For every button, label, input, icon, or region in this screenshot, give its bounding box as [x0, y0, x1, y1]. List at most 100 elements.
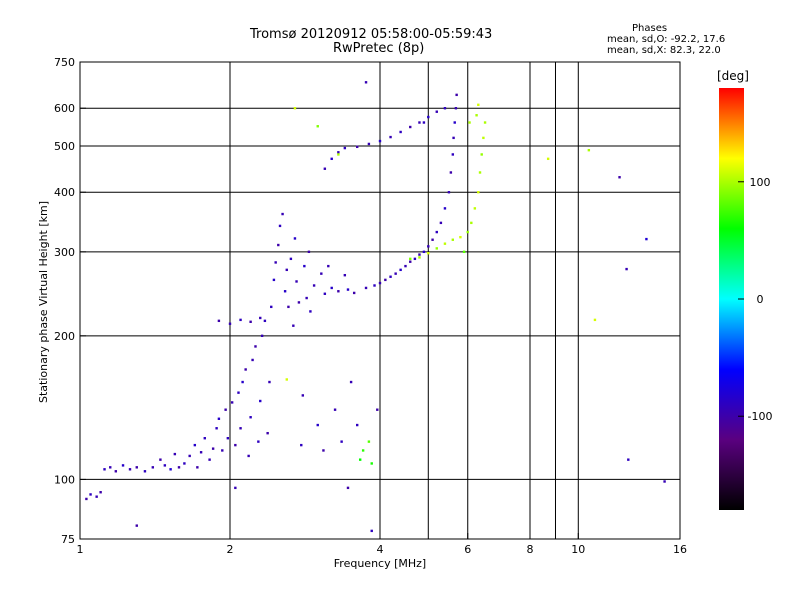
data-point	[480, 153, 483, 156]
data-point	[251, 358, 254, 362]
y-tick-label: 100	[54, 473, 75, 486]
data-point	[367, 440, 371, 443]
data-point	[404, 264, 407, 268]
data-point	[330, 286, 333, 290]
data-point	[413, 257, 417, 261]
data-point	[477, 103, 480, 107]
data-point	[221, 449, 224, 452]
data-point	[99, 491, 102, 494]
data-point	[323, 292, 327, 295]
data-point	[364, 81, 368, 84]
data-point	[301, 394, 305, 397]
data-point	[389, 275, 392, 278]
data-point	[645, 237, 648, 241]
data-point	[103, 468, 106, 471]
data-point	[346, 486, 350, 490]
x-axis-label: Frequency [MHz]	[334, 557, 426, 570]
data-point	[259, 399, 262, 403]
y-axis-label: Stationary phase Virtual Height [km]	[37, 201, 50, 403]
data-point	[211, 447, 215, 450]
data-point	[135, 466, 138, 469]
data-point	[358, 458, 362, 461]
data-point	[169, 468, 172, 471]
data-point	[352, 291, 356, 295]
data-point	[293, 107, 297, 110]
data-point	[627, 458, 630, 461]
data-point	[587, 148, 591, 152]
data-point	[443, 107, 447, 110]
data-point	[427, 252, 430, 255]
data-point	[333, 408, 337, 411]
data-point	[593, 318, 597, 322]
y-tick-label: 500	[54, 140, 75, 153]
data-point	[427, 245, 430, 248]
data-point	[439, 221, 443, 225]
data-point	[259, 316, 262, 320]
data-point	[208, 458, 211, 461]
data-point	[193, 443, 197, 447]
data-point	[163, 464, 167, 467]
colorbar-tick-label: -100	[748, 410, 773, 423]
data-point	[196, 466, 199, 469]
y-tick-label: 300	[54, 246, 75, 259]
data-point	[355, 145, 359, 149]
data-point	[244, 368, 247, 371]
data-point	[431, 238, 434, 241]
data-point	[287, 305, 290, 309]
data-point	[468, 121, 471, 124]
data-point	[135, 524, 138, 527]
data-point	[241, 380, 244, 384]
data-point	[330, 157, 333, 161]
data-point	[409, 257, 412, 261]
y-tick-label: 200	[54, 330, 75, 343]
data-point	[399, 130, 402, 134]
data-point	[285, 268, 288, 272]
data-point	[143, 470, 147, 473]
data-point	[418, 121, 421, 124]
data-point	[277, 243, 280, 247]
data-point	[451, 153, 455, 156]
data-point	[249, 320, 252, 323]
data-point	[203, 437, 206, 440]
data-point	[449, 171, 453, 174]
data-point	[226, 437, 230, 440]
data-point	[343, 146, 347, 150]
data-point	[272, 278, 276, 282]
scatter-points	[85, 81, 666, 533]
data-point	[389, 135, 392, 139]
data-point	[151, 466, 155, 469]
x-tick-label: 8	[527, 543, 534, 556]
x-tick-label: 1	[77, 543, 84, 556]
data-point	[337, 153, 340, 156]
data-point	[435, 110, 438, 113]
data-point	[327, 264, 330, 268]
data-point	[340, 440, 343, 443]
data-point	[337, 290, 340, 293]
data-point	[316, 125, 319, 128]
data-point	[289, 257, 293, 261]
data-point	[121, 464, 125, 467]
chart-title-line2: RwPretec (8p)	[333, 41, 425, 56]
data-point	[239, 427, 242, 430]
data-point	[477, 191, 480, 194]
data-point	[230, 401, 234, 404]
data-point	[285, 378, 288, 381]
data-point	[418, 253, 421, 256]
colorbar-label: [deg]	[717, 69, 749, 83]
colorbar-tick-label: 100	[750, 176, 771, 189]
data-point	[373, 284, 376, 287]
data-point	[376, 408, 379, 411]
data-point	[215, 427, 218, 430]
data-point	[455, 93, 458, 97]
data-point	[447, 191, 451, 194]
data-point	[663, 480, 666, 483]
data-point	[399, 268, 402, 272]
data-point	[475, 114, 478, 117]
data-point	[462, 250, 466, 254]
data-point	[274, 261, 277, 264]
y-tick-label: 600	[54, 102, 75, 115]
phases-o-stats: mean, sd,O: -92.2, 17.6	[607, 34, 726, 45]
data-point	[234, 443, 237, 447]
x-tick-label: 16	[673, 543, 687, 556]
data-point	[278, 224, 282, 228]
